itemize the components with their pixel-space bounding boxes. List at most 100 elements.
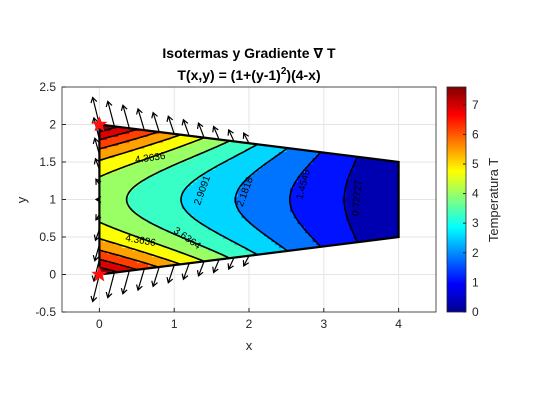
field-cell <box>200 199 205 204</box>
field-cell <box>387 217 392 222</box>
field-cell <box>286 172 291 177</box>
field-cell <box>368 220 374 225</box>
field-cell <box>155 181 160 186</box>
field-cell <box>166 184 172 189</box>
field-cell <box>174 181 179 186</box>
field-cell <box>241 184 246 189</box>
field-cell <box>118 208 123 213</box>
field-cell <box>211 220 216 225</box>
gradient-arrow-left <box>94 195 102 204</box>
field-cell <box>249 181 254 186</box>
field-cell <box>286 166 291 171</box>
field-cell <box>327 181 332 186</box>
colorbar-label: Temperatura T <box>486 158 501 242</box>
field-cell <box>151 178 157 183</box>
field-cell <box>323 202 329 207</box>
field-cell <box>316 193 321 198</box>
field-cell <box>166 232 172 237</box>
field-cell <box>282 220 287 225</box>
field-cell <box>234 151 239 156</box>
field-cell <box>151 190 157 195</box>
field-cell <box>278 214 284 219</box>
field-cell <box>226 217 231 222</box>
field-cell <box>110 181 115 186</box>
field-cell <box>155 190 160 195</box>
field-cell <box>349 172 355 177</box>
field-cell <box>237 193 243 198</box>
gradient-arrow-top <box>151 111 160 133</box>
field-cell <box>215 199 220 204</box>
field-cell <box>114 178 119 183</box>
field-cell <box>357 220 362 225</box>
field-cell <box>263 145 269 150</box>
field-cell <box>136 172 142 177</box>
field-cell <box>121 142 127 147</box>
field-cell <box>207 223 213 228</box>
gradient-arrow-bottom <box>151 266 160 288</box>
field-cell <box>391 220 396 225</box>
field-cell <box>114 217 119 222</box>
field-cell <box>353 220 359 225</box>
field-cell <box>215 151 220 156</box>
field-cell <box>327 220 332 225</box>
field-cell <box>305 154 310 159</box>
field-cell <box>252 190 258 195</box>
subtitle-part-2: )(4-x) <box>286 67 320 83</box>
field-cell <box>245 166 250 171</box>
field-cell <box>297 208 302 213</box>
field-cell <box>278 172 284 177</box>
field-cell <box>342 211 347 216</box>
field-cell <box>312 193 317 198</box>
field-cell <box>379 208 385 213</box>
field-cell <box>263 193 269 198</box>
field-cell <box>241 175 246 180</box>
field-cell <box>301 154 306 159</box>
field-cell <box>125 262 130 267</box>
field-cell <box>320 184 325 189</box>
field-cell <box>110 202 115 207</box>
field-cell <box>249 247 254 252</box>
field-cell <box>151 247 157 252</box>
field-cell <box>174 256 179 261</box>
field-cell <box>305 235 310 240</box>
field-cell <box>387 220 392 225</box>
field-cell <box>159 160 164 165</box>
field-cell <box>114 229 119 234</box>
field-cell <box>207 229 213 234</box>
field-cell <box>383 229 388 234</box>
field-cell <box>189 202 194 207</box>
field-cell <box>103 256 108 261</box>
field-cell <box>196 223 201 228</box>
field-cell <box>211 187 216 192</box>
gradient-arrow-bottom <box>227 257 235 271</box>
field-cell <box>338 223 344 228</box>
field-cell <box>125 187 130 192</box>
field-cell <box>316 175 321 180</box>
field-cell <box>379 235 385 240</box>
field-cell <box>204 223 209 228</box>
field-cell <box>368 211 374 216</box>
field-cell <box>144 148 149 153</box>
field-cell <box>338 220 344 225</box>
gradient-arrows <box>90 96 250 303</box>
field-cell <box>376 178 381 183</box>
field-cell <box>293 187 299 192</box>
field-cell <box>237 163 243 168</box>
field-cell <box>196 247 201 252</box>
field-cell <box>376 172 381 177</box>
field-cell <box>335 232 340 237</box>
field-cell <box>335 202 340 207</box>
field-cell <box>162 202 168 207</box>
field-cell <box>271 166 276 171</box>
field-cell <box>394 223 399 228</box>
field-cell <box>222 238 228 243</box>
field-cell <box>118 268 123 273</box>
field-cell <box>106 184 112 189</box>
field-cell <box>177 229 183 234</box>
field-cell <box>196 229 201 234</box>
field-cell <box>383 178 388 183</box>
field-cell <box>241 220 246 225</box>
field-cell <box>170 214 175 219</box>
field-cell <box>376 235 381 240</box>
field-cell <box>297 160 302 165</box>
